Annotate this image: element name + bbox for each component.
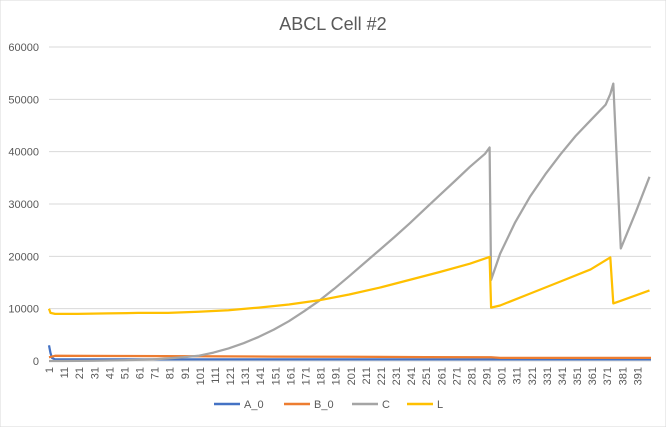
gridlines (49, 46, 651, 310)
y-tick-label: 20000 (8, 251, 39, 263)
x-tick-label: 381 (617, 367, 629, 385)
x-tick-label: 91 (180, 367, 192, 379)
x-tick-label: 231 (391, 367, 403, 385)
x-tick-label: 211 (361, 367, 373, 385)
x-tick-label: 141 (255, 367, 267, 385)
y-axis-tick-labels: 0 10000 20000 30000 40000 50000 60000 (8, 42, 39, 368)
x-tick-label: 131 (240, 367, 252, 385)
x-tick-label: 281 (466, 367, 478, 385)
y-tick-label: 50000 (8, 94, 39, 106)
x-tick-label: 41 (104, 367, 116, 379)
legend-item-c[interactable]: C (352, 399, 390, 411)
x-tick-label: 331 (542, 367, 554, 385)
x-tick-label: 121 (225, 367, 237, 385)
series-line-l (47, 255, 650, 316)
series-line-c (49, 82, 651, 363)
x-tick-label: 21 (74, 367, 86, 379)
x-tick-label: 251 (421, 367, 433, 385)
y-tick-label: 40000 (8, 147, 39, 159)
x-tick-label: 311 (512, 367, 524, 385)
x-tick-label: 181 (316, 367, 328, 385)
y-tick-label: 30000 (8, 199, 39, 211)
chart-title: ABCL Cell #2 (279, 14, 386, 34)
x-tick-label: 201 (346, 367, 358, 385)
x-tick-label: 51 (119, 367, 131, 379)
legend-label: C (382, 399, 390, 411)
x-tick-label: 11 (59, 367, 71, 378)
x-tick-label: 1 (44, 367, 56, 373)
series-lines (47, 82, 651, 363)
x-tick-label: 341 (557, 367, 569, 385)
legend-label: L (437, 399, 443, 411)
x-tick-label: 361 (587, 367, 599, 385)
x-tick-label: 171 (300, 367, 312, 385)
x-tick-label: 271 (451, 367, 463, 385)
x-tick-label: 351 (572, 367, 584, 385)
x-tick-label: 391 (632, 367, 644, 385)
legend-item-l[interactable]: L (407, 399, 443, 411)
x-tick-label: 81 (165, 367, 177, 379)
y-tick-label: 10000 (8, 304, 39, 316)
y-tick-label: 60000 (8, 42, 39, 54)
x-tick-label: 71 (150, 367, 162, 379)
x-tick-label: 31 (89, 367, 101, 379)
x-axis-tick-labels: 1 11 21 31 41 51 61 71 81 91 101 111 121 131 141 151 161… (44, 367, 644, 385)
x-tick-label: 161 (285, 367, 297, 385)
legend[interactable]: A_0 B_0 C L (214, 399, 443, 411)
x-tick-label: 321 (527, 367, 539, 385)
x-tick-label: 241 (406, 367, 418, 385)
legend-label: A_0 (244, 399, 264, 411)
x-tick-label: 111 (210, 367, 222, 384)
x-tick-label: 61 (135, 367, 147, 379)
x-tick-label: 221 (376, 367, 388, 385)
x-tick-label: 261 (436, 367, 448, 385)
legend-item-b-0[interactable]: B_0 (284, 399, 334, 411)
x-tick-label: 101 (195, 367, 207, 385)
x-tick-label: 191 (331, 367, 343, 385)
legend-label: B_0 (314, 399, 334, 411)
y-tick-label: 0 (33, 356, 39, 368)
x-tick-label: 371 (602, 367, 614, 385)
x-tick-label: 291 (482, 367, 494, 385)
series-line-b-0 (48, 354, 651, 360)
x-tick-label: 301 (497, 367, 509, 385)
x-tick-label: 151 (270, 367, 282, 385)
legend-item-a-0[interactable]: A_0 (214, 399, 264, 411)
